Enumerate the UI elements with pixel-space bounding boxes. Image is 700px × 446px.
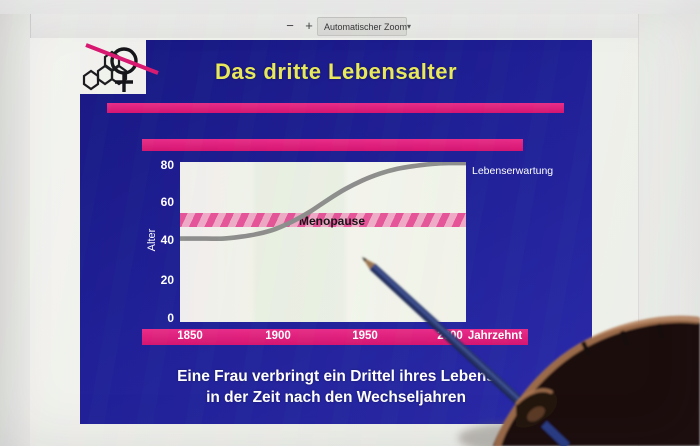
zoom-in-button[interactable]: +: [301, 17, 317, 34]
screen-margin-right: [638, 14, 700, 446]
screen-margin-left: [0, 14, 31, 446]
x-axis-tick: 2000: [437, 330, 463, 342]
y-axis-tick: 20: [160, 273, 174, 287]
divider-bar: [142, 139, 523, 151]
slide-title: Das dritte Lebensalter: [214, 59, 458, 84]
chart-plot-area: Menopause: [180, 162, 466, 322]
browser-chrome-strip: [0, 0, 700, 15]
minus-icon: −: [286, 17, 294, 33]
y-axis-tick: 60: [160, 195, 174, 209]
zoom-level-value: Automatischer Zoom: [324, 21, 408, 32]
x-axis-tick: 1900: [265, 330, 291, 342]
y-axis-tick: 80: [160, 158, 174, 172]
menopause-annotation: Menopause: [298, 214, 366, 228]
y-axis-label: Alter: [146, 228, 158, 252]
slide-footer-line2: in der Zeit nach den Wechseljahren: [206, 389, 466, 406]
x-axis-label: Jahrzehnt: [467, 330, 523, 342]
divider-bar: [107, 103, 564, 113]
life-expectancy-curve: [180, 162, 466, 242]
y-axis-tick: 40: [160, 233, 174, 247]
y-axis-tick: 0: [167, 311, 174, 325]
presentation-slide: Das dritte Lebensalter 80 60 40 20 0 Alt…: [80, 40, 592, 424]
pdf-toolbar: − + Automatischer Zoom ▾: [0, 14, 700, 39]
menopause-band: [180, 213, 466, 227]
zoom-out-button[interactable]: −: [282, 17, 298, 34]
series-label: Lebenserwartung: [472, 165, 554, 177]
venus-steroid-logo-icon: [80, 40, 159, 94]
x-axis-bar: 1850 1900 1950 2000 Jahrzehnt: [142, 329, 528, 345]
plus-icon: +: [305, 17, 313, 33]
slide-footer-line1: Eine Frau verbringt ein Drittel ihres Le…: [177, 368, 495, 385]
x-axis-tick: 1950: [352, 330, 378, 342]
x-axis-tick: 1850: [177, 330, 203, 342]
chevron-down-icon: ▾: [407, 22, 412, 31]
zoom-level-dropdown[interactable]: Automatischer Zoom ▾: [317, 17, 411, 36]
